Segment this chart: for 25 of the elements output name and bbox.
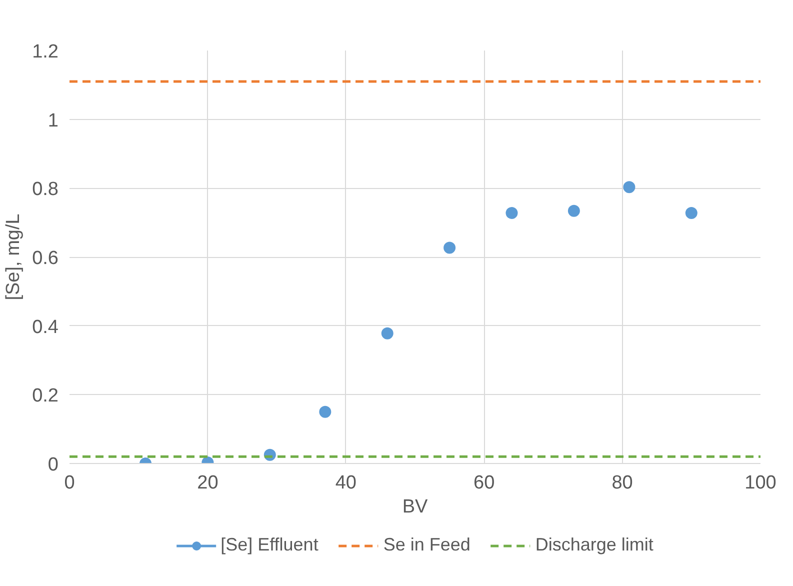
point [623, 181, 636, 194]
point [444, 242, 456, 254]
point [506, 206, 518, 219]
point [381, 327, 394, 340]
y-tick-label: 0.6 [32, 248, 59, 269]
y-axis-title: [Se], mg/L [3, 214, 24, 300]
x-tick-label: 20 [197, 472, 218, 494]
y-tick-label: 1 [48, 110, 59, 132]
x-tick-label: 40 [335, 472, 356, 494]
y-tick-label: 0.4 [32, 316, 59, 338]
x-tick-label: 60 [474, 472, 495, 494]
x-axis-title: BV [402, 496, 428, 518]
legend-label: Discharge limit [535, 534, 654, 556]
legend-label: Se in Feed [383, 534, 470, 556]
point [319, 406, 332, 418]
y-tick-label: 0 [48, 454, 59, 476]
point [685, 206, 698, 219]
point [568, 204, 580, 217]
y-tick-label: 0.8 [32, 179, 59, 200]
y-tick-label: 0.2 [32, 386, 59, 407]
x-tick-label: 0 [64, 472, 75, 494]
legend-label: [Se] Effluent [220, 534, 318, 556]
x-tick-label: 80 [612, 472, 633, 494]
x-tick-label: 100 [744, 472, 776, 494]
y-tick-label: 1.2 [32, 42, 59, 62]
